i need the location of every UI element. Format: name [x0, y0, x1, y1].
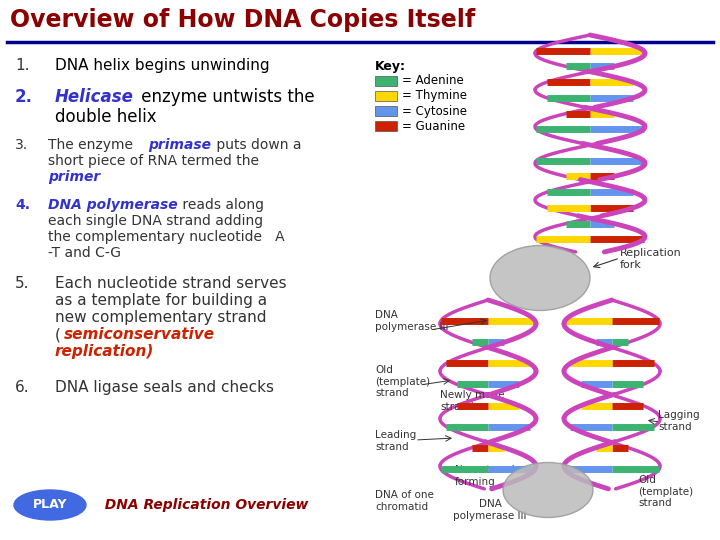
Text: (: ( — [55, 327, 61, 342]
Text: replication): replication) — [55, 344, 154, 359]
Text: the complementary nucleotide   A: the complementary nucleotide A — [48, 230, 284, 244]
Text: Old
(template)
strand: Old (template) strand — [638, 475, 693, 508]
Ellipse shape — [503, 462, 593, 517]
Text: enzyme untwists the: enzyme untwists the — [136, 88, 315, 106]
Text: Leading
strand: Leading strand — [375, 430, 416, 451]
Text: DNA polymerase: DNA polymerase — [48, 198, 178, 212]
Text: DNA
polymerase III: DNA polymerase III — [454, 499, 527, 521]
Text: 6.: 6. — [15, 380, 30, 395]
Text: each single DNA strand adding: each single DNA strand adding — [48, 214, 263, 228]
Text: = Guanine: = Guanine — [402, 119, 465, 132]
Text: Overview of How DNA Copies Itself: Overview of How DNA Copies Itself — [10, 8, 475, 32]
Text: primase: primase — [148, 138, 211, 152]
Text: Old
(template)
strand: Old (template) strand — [375, 365, 430, 398]
FancyBboxPatch shape — [375, 91, 397, 101]
Text: = Cytosine: = Cytosine — [402, 105, 467, 118]
Text: = Thymine: = Thymine — [402, 90, 467, 103]
FancyBboxPatch shape — [375, 121, 397, 131]
Text: DNA of one
chromatid: DNA of one chromatid — [375, 490, 434, 511]
Ellipse shape — [14, 490, 86, 520]
Text: 5.: 5. — [15, 276, 30, 291]
Text: Lagging
strand: Lagging strand — [658, 410, 700, 431]
Text: Each nucleotide strand serves: Each nucleotide strand serves — [55, 276, 287, 291]
Text: DNA
polymerase III: DNA polymerase III — [375, 310, 449, 332]
Text: DNA ligase seals and checks: DNA ligase seals and checks — [55, 380, 274, 395]
Text: DNA Replication Overview: DNA Replication Overview — [95, 498, 308, 512]
Text: as a template for building a: as a template for building a — [55, 293, 267, 308]
Text: PLAY: PLAY — [32, 498, 67, 511]
FancyBboxPatch shape — [375, 76, 397, 86]
Text: 1.: 1. — [15, 58, 30, 73]
Text: reads along: reads along — [178, 198, 264, 212]
Ellipse shape — [490, 246, 590, 310]
Text: New strand
forming: New strand forming — [455, 465, 515, 487]
Text: 2.: 2. — [15, 88, 33, 106]
Text: primer: primer — [48, 170, 100, 184]
Text: The enzyme: The enzyme — [48, 138, 138, 152]
Text: -T and C-G: -T and C-G — [48, 246, 121, 260]
Text: double helix: double helix — [55, 108, 157, 126]
Text: new complementary strand: new complementary strand — [55, 310, 266, 325]
Text: DNA helix begins unwinding: DNA helix begins unwinding — [55, 58, 269, 73]
Text: 4.: 4. — [15, 198, 30, 212]
Text: 3.: 3. — [15, 138, 28, 152]
Text: Newly made
strand: Newly made strand — [440, 390, 505, 411]
Text: Helicase: Helicase — [55, 88, 134, 106]
Text: puts down a: puts down a — [212, 138, 302, 152]
FancyBboxPatch shape — [375, 106, 397, 116]
Text: Replication
fork: Replication fork — [620, 248, 682, 269]
Text: Key:: Key: — [375, 60, 406, 73]
Text: semiconservative: semiconservative — [64, 327, 215, 342]
Text: = Adenine: = Adenine — [402, 75, 464, 87]
Text: short piece of RNA termed the: short piece of RNA termed the — [48, 154, 259, 168]
